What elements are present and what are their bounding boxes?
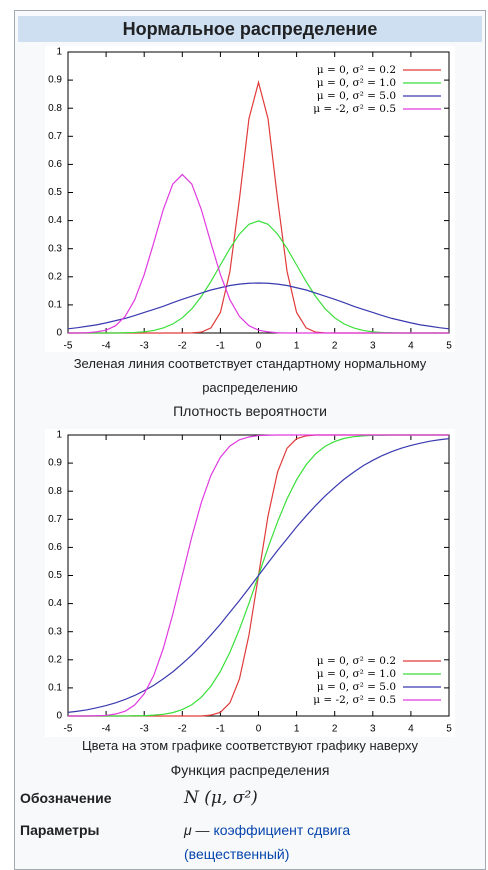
y-tick-label: 0.7: [48, 131, 62, 142]
y-tick-label: 0.2: [48, 654, 62, 665]
x-tick-label: -2: [178, 724, 187, 735]
line-series: [68, 173, 449, 334]
infobox-title: Нормальное распределение: [18, 16, 482, 42]
x-tick-label: 0: [256, 341, 262, 352]
x-tick-label: 0: [256, 724, 262, 735]
y-tick-label: 0.6: [48, 159, 62, 170]
y-tick-label: 1: [56, 430, 62, 441]
legend-label: μ = 0, σ² = 1.0: [317, 668, 396, 680]
x-tick-label: -1: [216, 341, 225, 352]
row-label: Обозначение: [20, 790, 112, 806]
x-tick-label: 5: [446, 341, 452, 352]
legend-label: μ = 0, σ² = 5.0: [317, 681, 396, 693]
link[interactable]: (вещественный): [184, 846, 290, 862]
x-tick-label: -2: [178, 341, 187, 352]
legend-label: μ = 0, σ² = 0.2: [317, 655, 396, 667]
y-tick-label: 0.9: [48, 458, 62, 469]
x-tick-label: -5: [64, 341, 73, 352]
y-tick-label: 0.5: [48, 570, 62, 581]
chart-background: [45, 429, 455, 737]
x-tick-label: 4: [408, 724, 414, 735]
y-tick-label: 0.4: [48, 215, 62, 226]
y-tick-label: 0.9: [48, 75, 62, 86]
x-tick-label: 5: [446, 724, 452, 735]
line-series: [68, 434, 449, 717]
x-tick-label: -3: [140, 724, 149, 735]
legend-label: μ = -2, σ² = 0.5: [313, 103, 396, 115]
y-tick-label: 0.1: [48, 300, 62, 311]
x-tick-label: -5: [64, 724, 73, 735]
y-tick-label: 0.8: [48, 486, 62, 497]
x-tick-label: -4: [102, 724, 111, 735]
y-tick-label: 0.3: [48, 243, 62, 254]
y-tick-label: 0: [56, 328, 62, 339]
chart-label: Плотность вероятности: [173, 403, 327, 419]
chart-caption: Цвета на этом графике соответствуют граф…: [82, 738, 418, 753]
x-tick-label: 3: [370, 341, 376, 352]
x-tick-label: 1: [294, 724, 300, 735]
row-value: N (μ, σ²): [184, 788, 258, 808]
x-tick-label: -3: [140, 341, 149, 352]
legend-label: μ = -2, σ² = 0.5: [313, 694, 396, 706]
y-tick-label: 0.8: [48, 103, 62, 114]
x-tick-label: -4: [102, 341, 111, 352]
legend-label: μ = 0, σ² = 0.2: [317, 64, 396, 76]
row-value: μ — коэффициент сдвига: [184, 822, 350, 838]
y-tick-label: 0.5: [48, 187, 62, 198]
y-tick-label: 0.1: [48, 683, 62, 694]
x-tick-label: -1: [216, 724, 225, 735]
x-tick-label: 1: [294, 341, 300, 352]
y-tick-label: 0: [56, 711, 62, 722]
line-series: [67, 438, 450, 713]
x-tick-label: 2: [332, 341, 338, 352]
x-tick-label: 3: [370, 724, 376, 735]
line-series: [67, 282, 450, 330]
x-tick-label: 4: [408, 341, 414, 352]
chart-label: Функция распределения: [170, 762, 330, 778]
chart-caption: Зеленая линия соответствует стандартному…: [73, 356, 427, 395]
y-tick-label: 0.4: [48, 598, 62, 609]
legend-label: μ = 0, σ² = 1.0: [317, 77, 396, 89]
y-tick-label: 0.7: [48, 514, 62, 525]
y-tick-label: 1: [56, 47, 62, 58]
link[interactable]: коэффициент сдвига: [213, 822, 351, 838]
y-tick-label: 0.2: [48, 271, 62, 282]
y-tick-label: 0.3: [48, 626, 62, 637]
symbol: μ —: [184, 822, 210, 838]
legend-label: μ = 0, σ² = 5.0: [317, 90, 396, 102]
row-label: Параметры: [20, 822, 100, 838]
chart-background: [45, 46, 455, 352]
x-tick-label: 2: [332, 724, 338, 735]
y-tick-label: 0.6: [48, 542, 62, 553]
